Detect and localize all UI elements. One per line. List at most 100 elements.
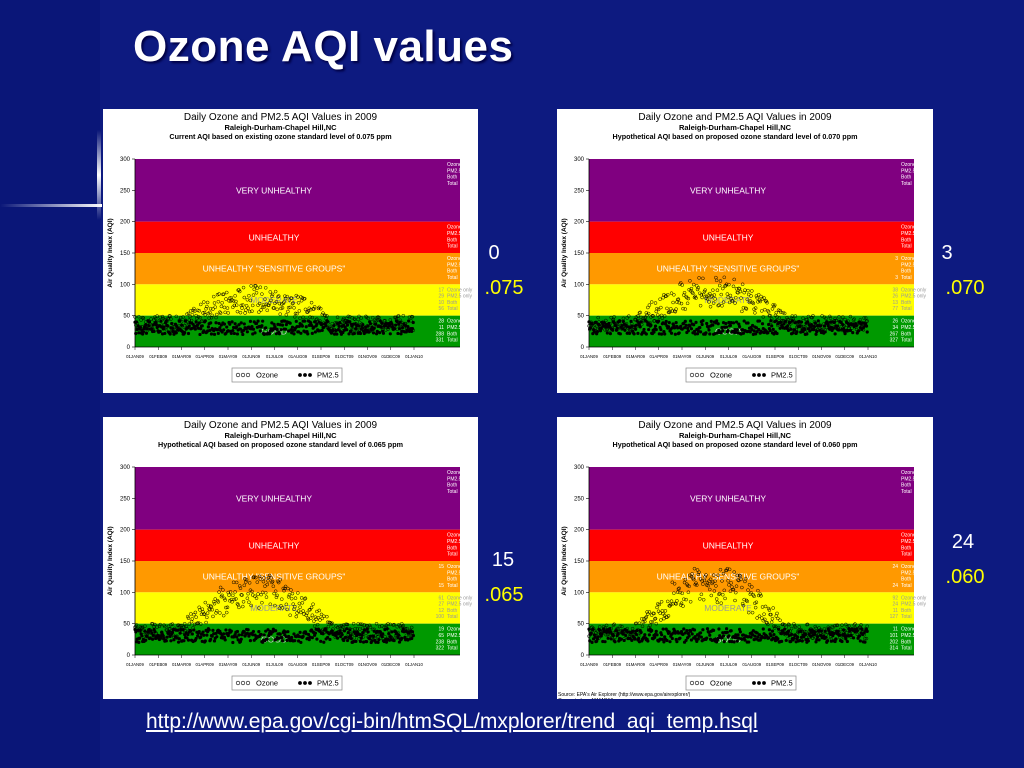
legend-ozone-marker bbox=[689, 372, 695, 378]
pm25-point bbox=[209, 332, 214, 336]
ozone-point bbox=[597, 320, 601, 324]
ozone-point bbox=[268, 290, 273, 294]
pm25-point bbox=[214, 631, 218, 636]
pm25-point bbox=[694, 320, 698, 324]
pm25-point bbox=[235, 332, 240, 336]
pm25-point bbox=[366, 324, 370, 328]
ozone-point bbox=[834, 637, 838, 641]
pm25-point bbox=[817, 638, 821, 642]
ozone-point bbox=[779, 319, 784, 323]
pm25-point bbox=[695, 639, 699, 644]
x-tick-label: 01APR09 bbox=[196, 662, 215, 667]
ozone-point bbox=[697, 570, 701, 574]
ozone-point bbox=[862, 632, 866, 637]
band-count: 12 bbox=[438, 608, 444, 614]
x-tick-label: 01JUN09 bbox=[696, 662, 715, 667]
pm25-point bbox=[189, 629, 193, 633]
chart-panel-0075: Daily Ozone and PM2.5 AQI Values in 2009… bbox=[103, 109, 478, 393]
ozone-point bbox=[273, 289, 278, 294]
ozone-point bbox=[153, 316, 158, 321]
ozone-point bbox=[331, 328, 335, 332]
ozone-point bbox=[365, 624, 370, 628]
pm25-point bbox=[410, 636, 414, 641]
pm25-point bbox=[299, 331, 303, 335]
legend-pm25-label: PM2.5 bbox=[317, 371, 339, 380]
legend-pm25-marker bbox=[762, 681, 766, 685]
ozone-point bbox=[350, 628, 354, 632]
pm25-point bbox=[306, 632, 311, 637]
ozone-point bbox=[275, 593, 279, 598]
ozone-point bbox=[674, 602, 678, 606]
ozone-point bbox=[192, 622, 197, 627]
pm25-point bbox=[687, 634, 691, 638]
slide-left-bar bbox=[0, 0, 100, 768]
ozone-point bbox=[274, 595, 279, 600]
pm25-point bbox=[150, 631, 154, 635]
ozone-point bbox=[740, 309, 744, 314]
ozone-point bbox=[724, 568, 729, 573]
ozone-point bbox=[208, 310, 212, 315]
pm25-point bbox=[690, 632, 694, 636]
pm25-point bbox=[732, 640, 736, 644]
ozone-point bbox=[738, 289, 743, 294]
x-tick-label: 01DEC09 bbox=[381, 662, 400, 667]
ozone-point bbox=[789, 626, 794, 631]
pm25-point bbox=[303, 319, 307, 323]
y-tick-label: 250 bbox=[120, 188, 131, 194]
pm25-point bbox=[806, 320, 810, 324]
ozone-point bbox=[715, 600, 720, 605]
ozone-point bbox=[591, 626, 596, 631]
ozone-point bbox=[358, 622, 363, 627]
ozone-point bbox=[620, 324, 625, 329]
pm25-point bbox=[776, 637, 780, 641]
ozone-point bbox=[189, 318, 194, 323]
pm25-point bbox=[594, 320, 598, 324]
pm25-point bbox=[368, 322, 373, 326]
pm25-point bbox=[374, 640, 378, 644]
ozone-point bbox=[318, 306, 323, 311]
band-count: 288 bbox=[436, 331, 445, 337]
pm25-point bbox=[737, 627, 742, 631]
ozone-point bbox=[351, 621, 356, 626]
pm25-point bbox=[711, 628, 716, 632]
ozone-point bbox=[257, 310, 261, 314]
ozone-point bbox=[734, 295, 738, 300]
band-count-label: PM2.5 only bbox=[447, 602, 473, 608]
ozone-point bbox=[198, 315, 202, 320]
band-count-label: Both bbox=[447, 300, 458, 306]
ozone-point bbox=[205, 304, 209, 309]
pm25-point bbox=[775, 331, 779, 336]
ozone-point bbox=[654, 621, 659, 626]
pm25-point bbox=[307, 323, 311, 328]
pm25-point bbox=[819, 629, 823, 633]
ozone-point bbox=[226, 311, 231, 315]
ozone-point bbox=[355, 627, 360, 631]
ozone-point bbox=[778, 308, 782, 313]
band-count-label: Both bbox=[901, 577, 912, 583]
ozone-point bbox=[863, 636, 867, 641]
ozone-point bbox=[801, 316, 805, 320]
pm25-point bbox=[709, 319, 713, 323]
ozone-point bbox=[718, 567, 723, 572]
band-count-label: Total bbox=[901, 244, 912, 250]
band-count-label: Ozone only bbox=[901, 225, 927, 231]
ozone-point bbox=[268, 602, 273, 607]
ozone-point bbox=[307, 608, 312, 612]
pm25-point bbox=[390, 630, 394, 634]
ozone-point bbox=[204, 620, 208, 625]
pm25-point bbox=[254, 321, 259, 326]
ozone-point bbox=[689, 286, 694, 291]
ozone-point bbox=[403, 321, 408, 326]
ozone-point bbox=[701, 276, 705, 281]
pm25-point bbox=[278, 632, 282, 636]
ozone-point bbox=[313, 320, 318, 324]
pm25-point bbox=[701, 628, 705, 632]
band-count: 202 bbox=[890, 639, 899, 645]
pm25-point bbox=[280, 323, 285, 327]
ozone-point bbox=[224, 610, 229, 615]
pm25-point bbox=[253, 331, 257, 335]
source-link[interactable]: http://www.epa.gov/cgi-bin/htmSQL/mxplor… bbox=[146, 710, 758, 733]
ozone-point bbox=[250, 309, 254, 314]
pm25-point bbox=[654, 327, 658, 332]
ozone-point bbox=[799, 324, 804, 329]
